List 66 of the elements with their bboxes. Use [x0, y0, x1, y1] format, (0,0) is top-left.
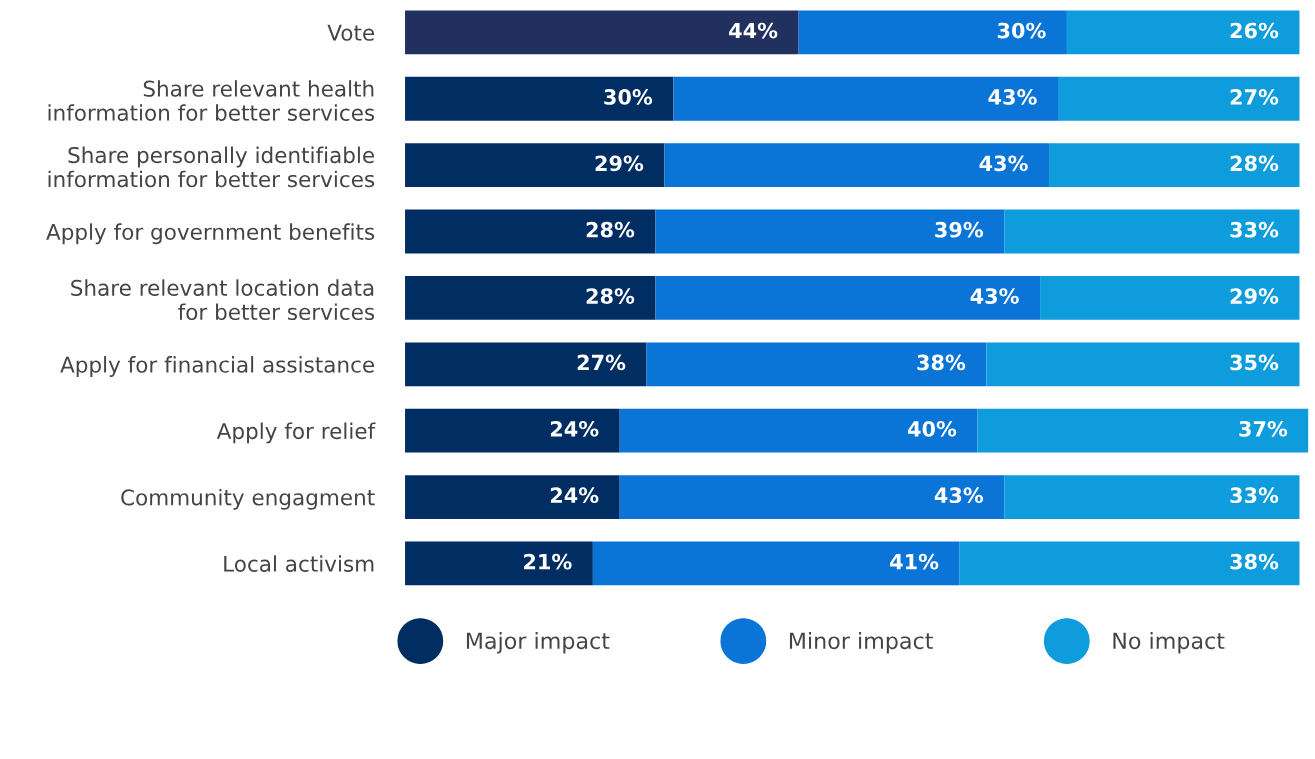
data-label: 38% — [1230, 553, 1279, 570]
bar — [655, 209, 1005, 254]
y-tick-label: Vote — [327, 24, 375, 41]
bar — [673, 76, 1058, 121]
data-label: 27% — [577, 354, 626, 371]
data-label: 44% — [729, 22, 778, 39]
bar — [1049, 143, 1300, 188]
data-label: 43% — [934, 487, 984, 504]
bar — [1004, 475, 1300, 519]
bar — [405, 541, 593, 586]
data-label: 30% — [997, 22, 1046, 39]
data-label: 33% — [1230, 221, 1279, 238]
data-label: 29% — [1230, 288, 1279, 304]
bar — [405, 10, 799, 55]
legend-label: Minor impact — [789, 631, 933, 654]
y-tick-label: Local activism — [224, 555, 374, 572]
bar — [1066, 10, 1300, 55]
bar — [405, 143, 665, 188]
data-label: 30% — [604, 89, 653, 105]
bar — [405, 76, 674, 121]
data-label: 24% — [550, 420, 599, 437]
y-tick-label: Share relevant location data for better services — [71, 279, 375, 321]
bar — [619, 475, 1005, 519]
bar — [1057, 76, 1300, 121]
data-label: 33% — [1230, 487, 1279, 504]
data-label: 24% — [550, 487, 599, 504]
bar — [798, 10, 1067, 55]
data-label: 28% — [586, 288, 635, 304]
data-label: 26% — [1230, 22, 1279, 39]
data-label: 29% — [595, 155, 644, 172]
y-tick-label: Apply for relief — [216, 422, 376, 444]
bar — [592, 541, 960, 586]
bar — [405, 475, 620, 519]
bar — [1040, 276, 1300, 320]
legend-label: No impact — [1113, 631, 1225, 654]
data-label: 40% — [907, 420, 957, 437]
data-label: 28% — [1230, 155, 1279, 172]
bar — [646, 342, 987, 387]
bar — [619, 408, 978, 453]
y-tick-label: Apply for government benefits — [46, 223, 375, 245]
data-label: 43% — [979, 155, 1028, 172]
bar — [405, 342, 647, 387]
bar — [405, 209, 656, 254]
bar — [977, 408, 1309, 453]
bar — [655, 276, 1041, 320]
data-label: 43% — [970, 288, 1019, 304]
y-tick-label: Share relevant health information for better services — [48, 80, 375, 121]
data-label: 28% — [586, 221, 635, 238]
data-label: 35% — [1230, 354, 1279, 371]
y-tick-label: Apply for financial assistance — [60, 356, 375, 377]
data-label: 27% — [1230, 89, 1279, 105]
data-label: 41% — [890, 553, 939, 570]
bar — [664, 143, 1050, 188]
legend-label: Major impact — [466, 631, 610, 654]
data-label: 21% — [524, 553, 572, 570]
bar — [405, 276, 656, 320]
bar — [959, 541, 1300, 586]
data-label: 38% — [917, 354, 966, 371]
y-tick-label: Share personally identifiable information for better services — [48, 146, 375, 188]
bar — [986, 342, 1300, 387]
y-tick-label: Community engagment — [121, 488, 375, 510]
bar — [405, 408, 620, 453]
data-label: 37% — [1239, 420, 1288, 437]
data-label: 43% — [988, 89, 1037, 105]
data-label: 39% — [935, 221, 984, 238]
bar — [1004, 209, 1300, 254]
